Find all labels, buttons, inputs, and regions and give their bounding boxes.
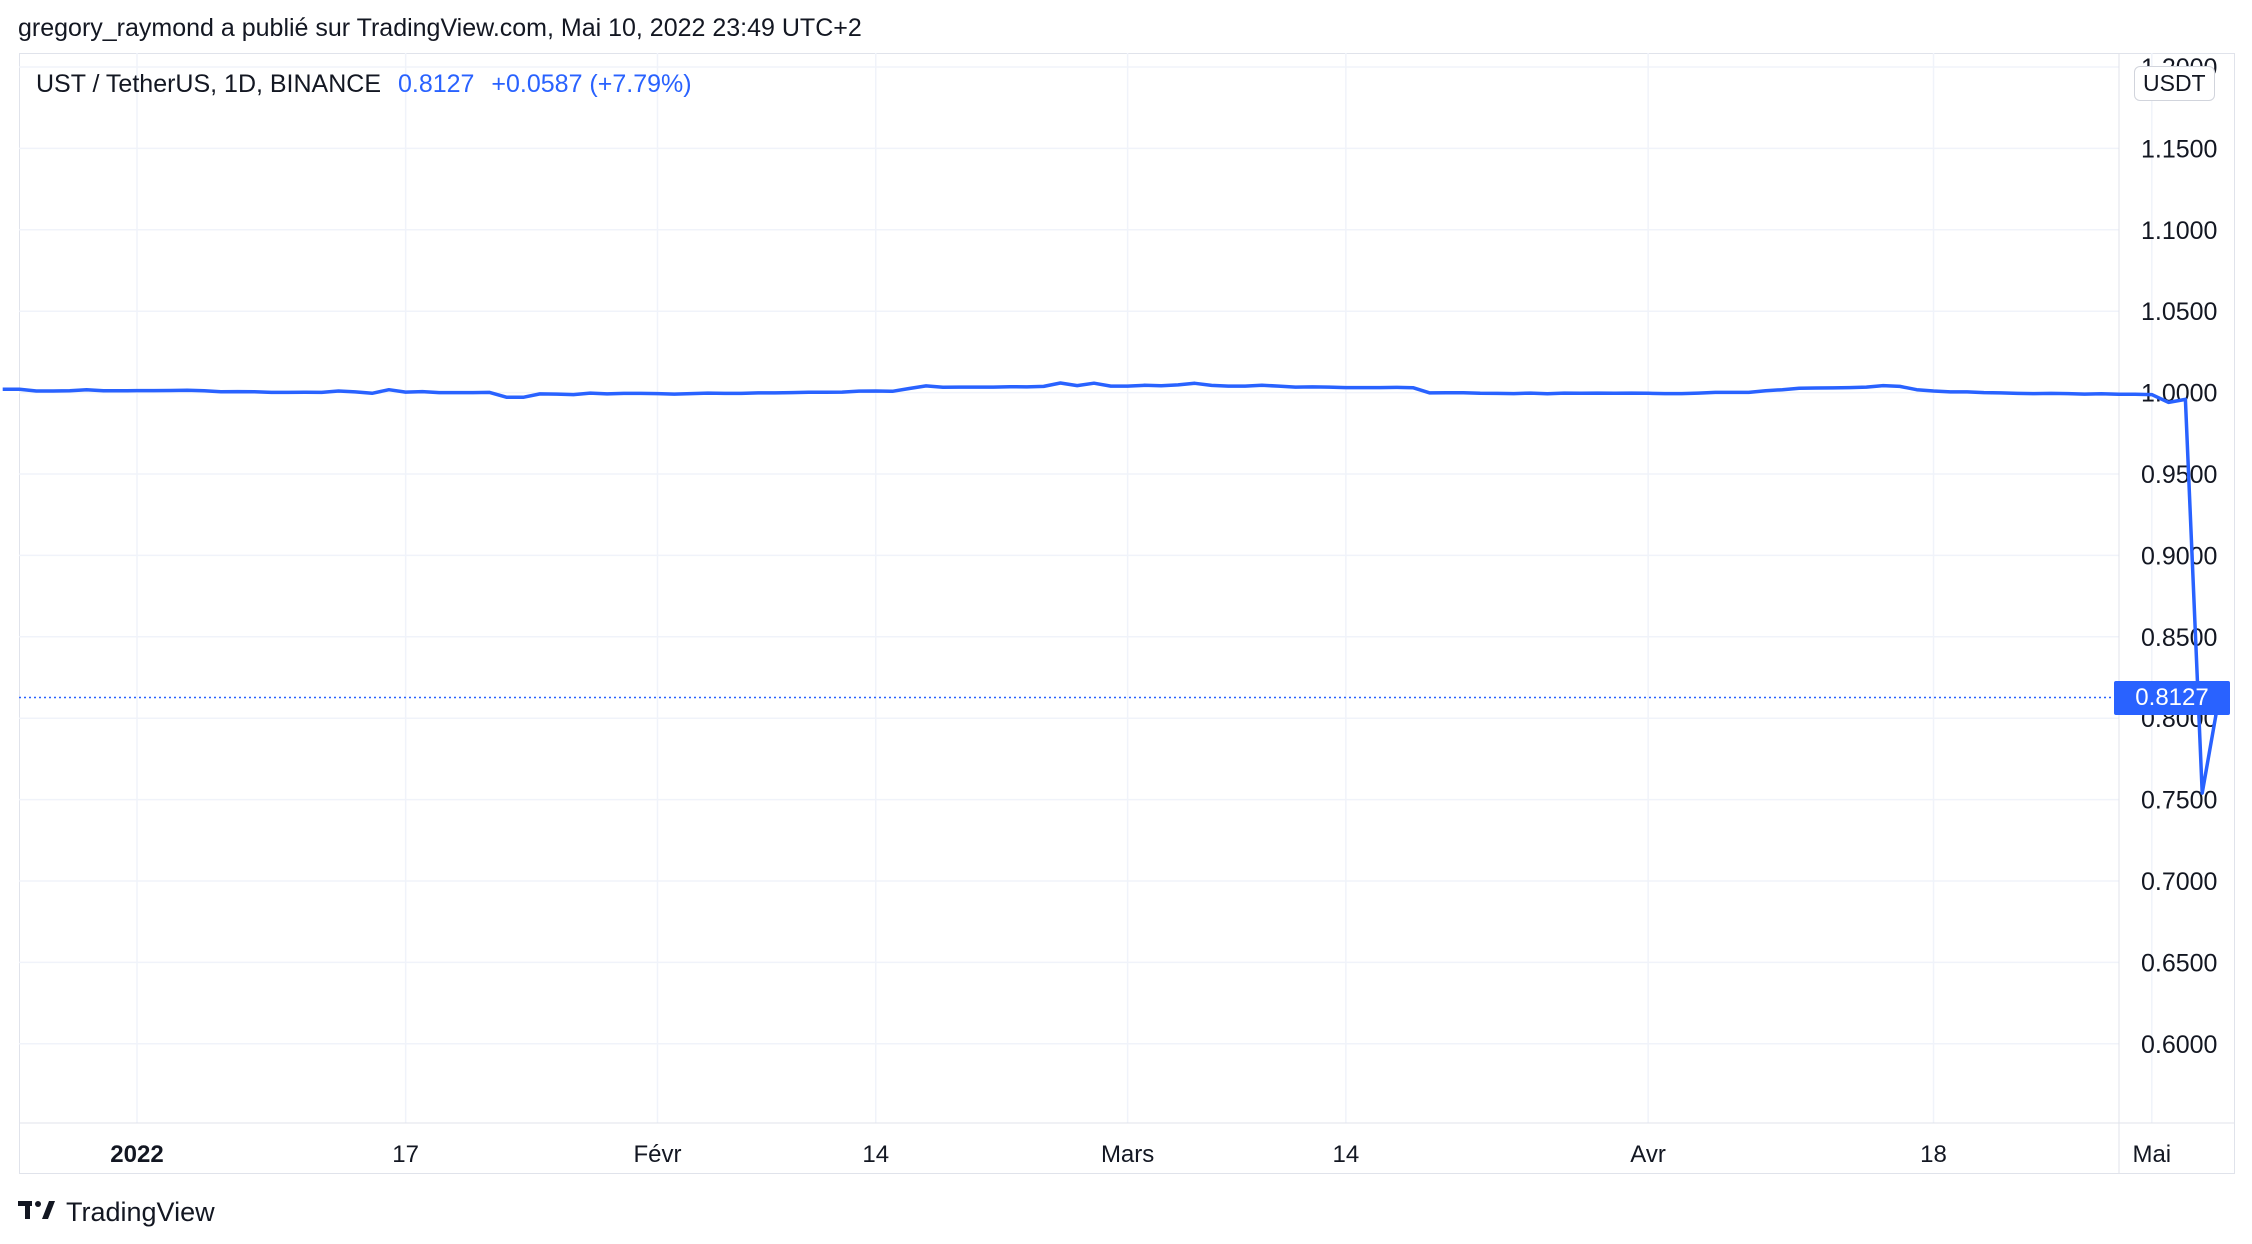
- publish-header: gregory_raymond a publié sur TradingView…: [18, 14, 862, 42]
- x-tick-label: 17: [392, 1141, 419, 1168]
- y-tick-label: 0.7500: [2141, 787, 2217, 815]
- footer[interactable]: TradingView: [18, 1197, 215, 1228]
- change-value: +0.0587 (+7.79%): [491, 70, 692, 98]
- tradingview-logo-icon: [18, 1197, 58, 1228]
- x-tick-label: 18: [1920, 1141, 1947, 1168]
- y-tick-label: 0.9000: [2141, 542, 2217, 570]
- x-tick-label: Mai: [2132, 1141, 2171, 1168]
- currency-button[interactable]: USDT: [2134, 66, 2215, 101]
- y-tick-label: 0.6000: [2141, 1031, 2217, 1059]
- y-tick-label: 0.7000: [2141, 868, 2217, 896]
- last-price-tag: 0.8127: [2114, 681, 2230, 715]
- y-tick-label: 0.9500: [2141, 461, 2217, 489]
- x-tick-label: Févr: [633, 1141, 681, 1168]
- x-tick-label: Avr: [1630, 1141, 1666, 1168]
- y-tick-label: 1.0500: [2141, 298, 2217, 326]
- y-tick-label: 0.6500: [2141, 949, 2217, 977]
- x-tick-label: Mars: [1101, 1141, 1154, 1168]
- grid: [19, 53, 2153, 1123]
- symbol-label: UST / TetherUS, 1D, BINANCE: [36, 70, 382, 98]
- y-tick-label: 1.1500: [2141, 135, 2217, 163]
- x-tick-label: 14: [862, 1141, 889, 1168]
- last-value: 0.8127: [397, 70, 475, 98]
- x-tick-label: 2022: [110, 1141, 163, 1168]
- x-tick-label: 14: [1333, 1141, 1360, 1168]
- symbol-legend: UST / TetherUS, 1D, BINANCE 0.8127 +0.05…: [36, 70, 692, 99]
- tradingview-brand: TradingView: [66, 1197, 215, 1227]
- price-series-line: [2, 381, 2221, 795]
- x-axis: 2022 17 Févr 14 Mars 14 Avr 18 Mai: [110, 1141, 2171, 1168]
- y-tick-label: 0.8500: [2141, 624, 2217, 652]
- y-tick-label: 1.1000: [2141, 217, 2217, 245]
